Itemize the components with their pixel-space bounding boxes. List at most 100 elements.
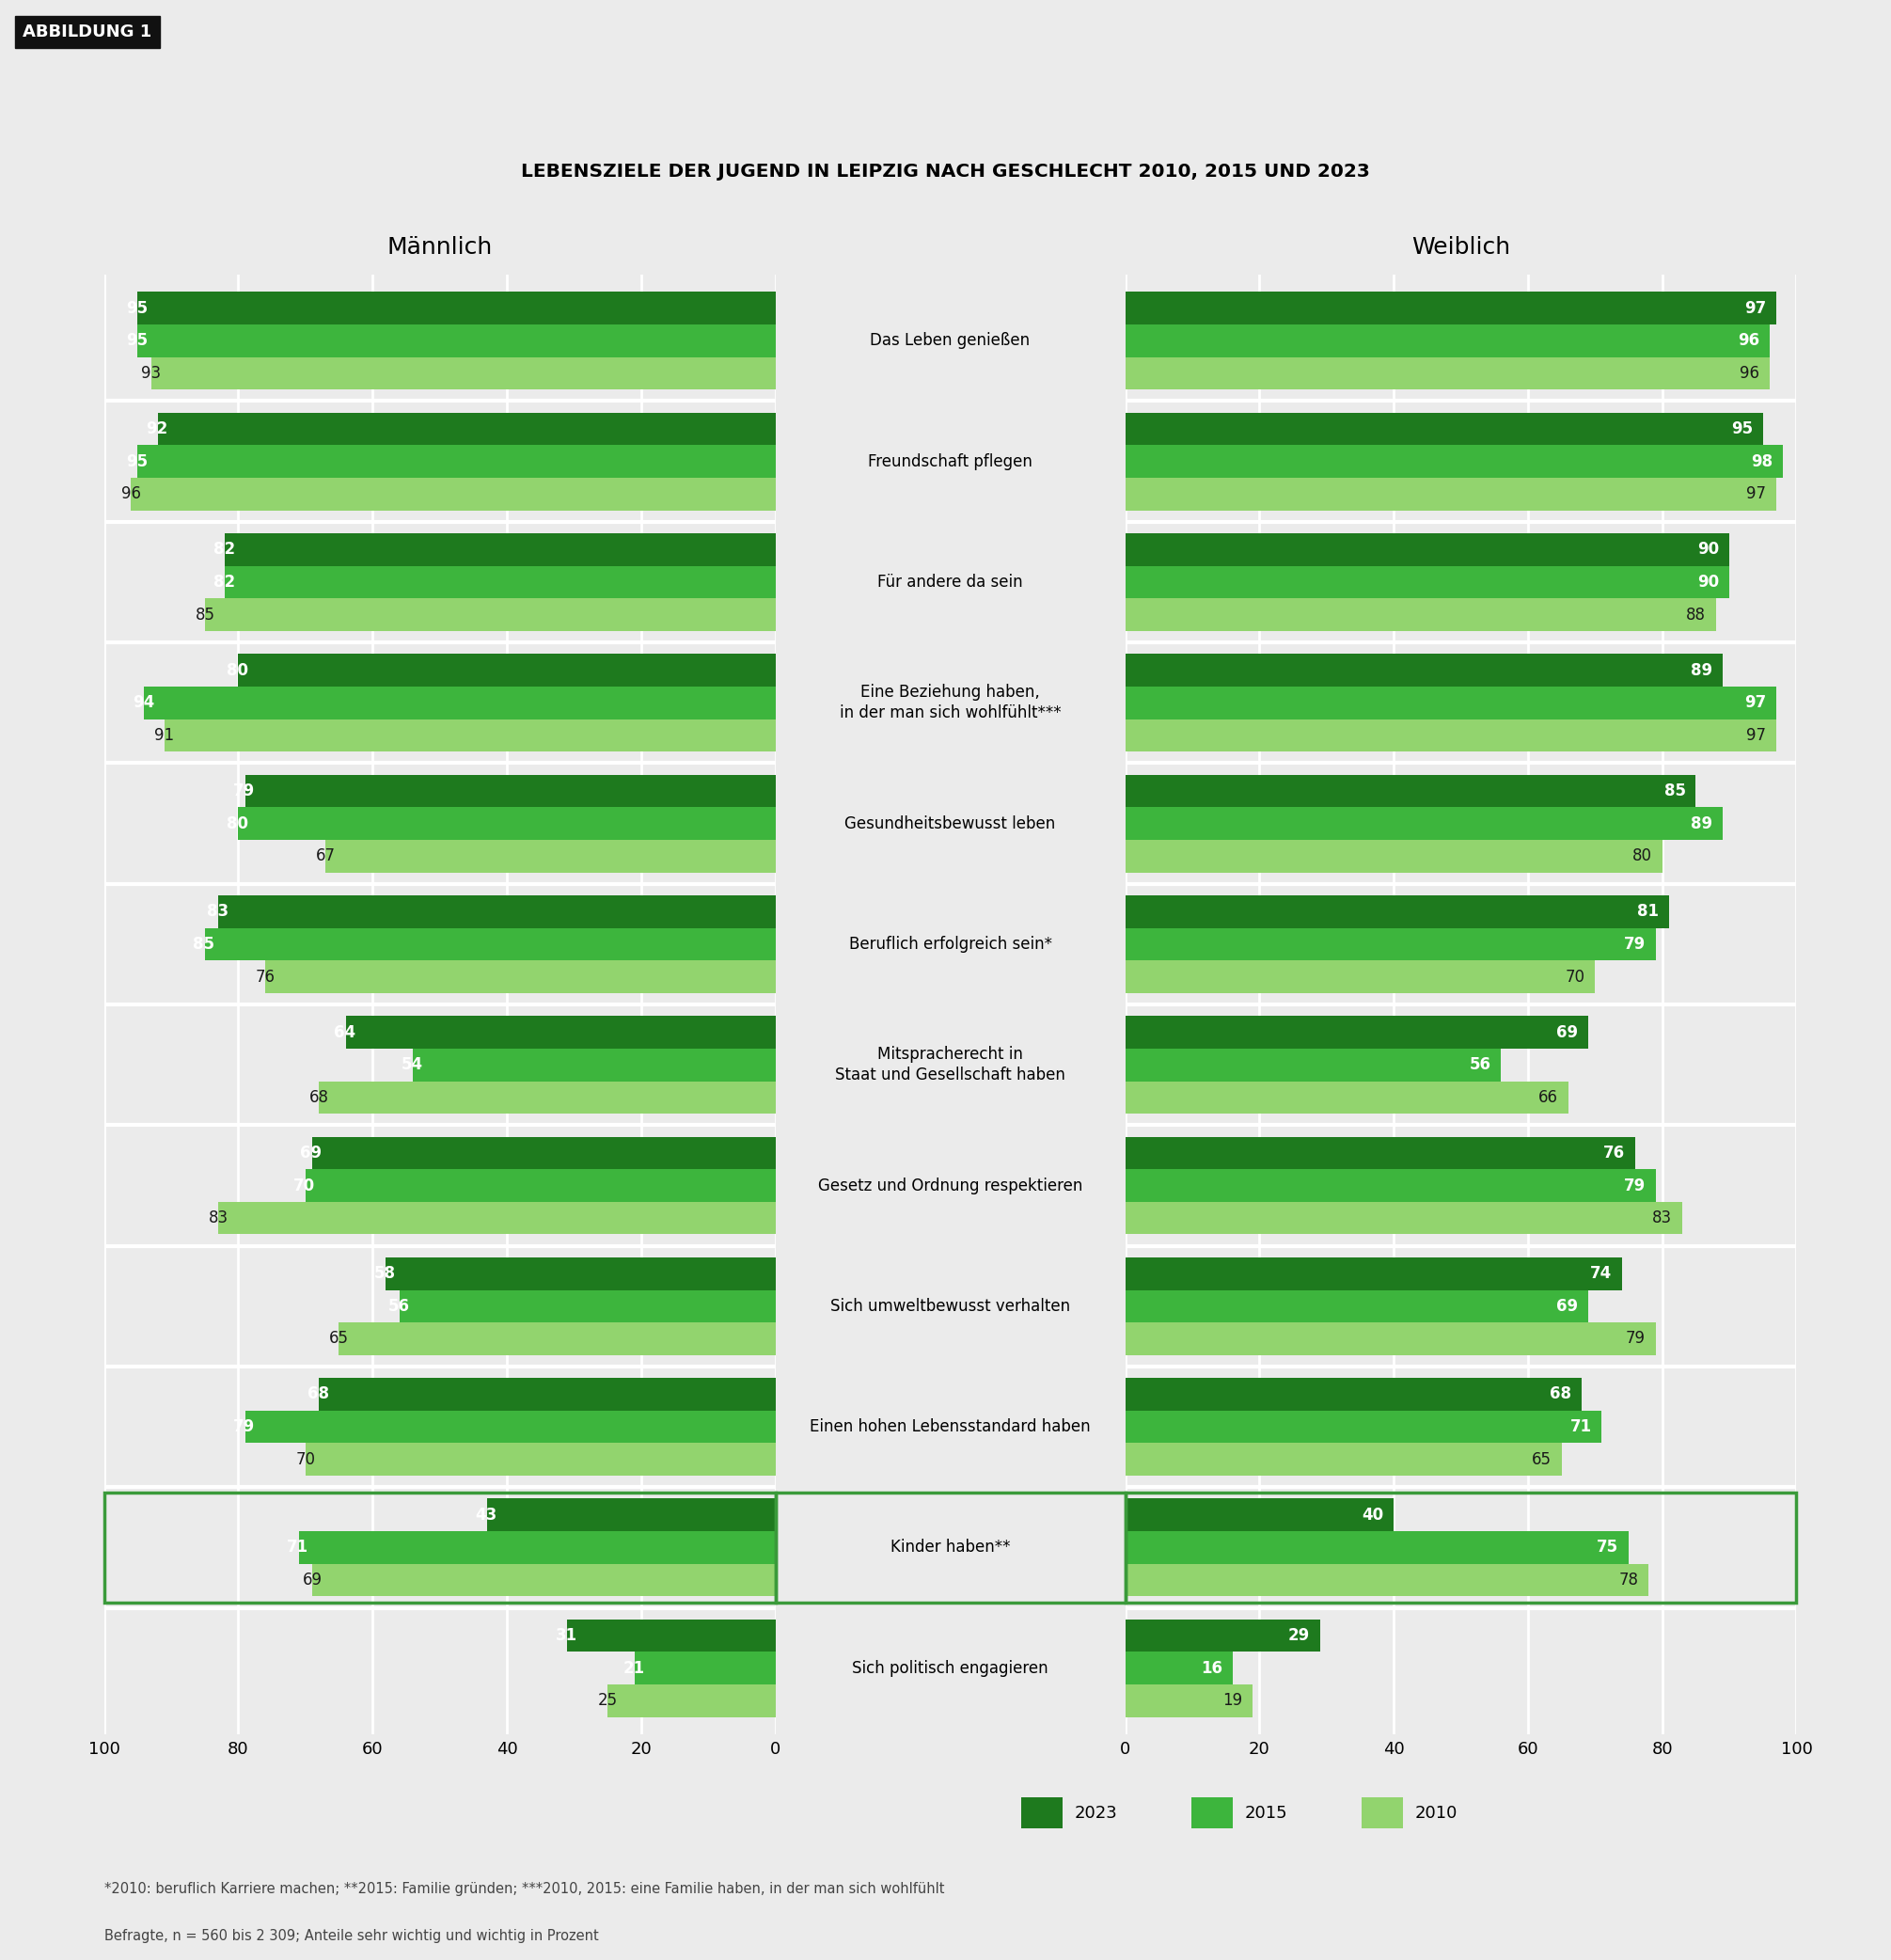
Text: Eine Beziehung haben,
in der man sich wohlfühlt***: Eine Beziehung haben, in der man sich wo… [840,684,1061,721]
Bar [1125,1256,1622,1290]
Text: 68: 68 [306,1386,329,1403]
Bar [1125,1137,1636,1170]
Bar [1125,1684,1252,1717]
Text: ABBILDUNG 1: ABBILDUNG 1 [23,24,151,41]
Text: 56: 56 [1469,1056,1490,1074]
Text: 76: 76 [1604,1145,1624,1162]
Text: Weiblich: Weiblich [1411,235,1511,259]
Text: 79: 79 [1624,1178,1645,1194]
Bar [204,598,775,631]
Text: 95: 95 [127,333,147,349]
Text: 89: 89 [1691,662,1713,678]
Text: 80: 80 [227,662,248,678]
Bar [1125,1290,1588,1323]
Text: 96: 96 [1738,333,1759,349]
Bar [104,1492,775,1603]
Text: Sich politisch engagieren: Sich politisch engagieren [853,1660,1048,1676]
Bar [607,1684,775,1717]
Text: Für andere da sein: Für andere da sein [877,574,1023,590]
Bar [138,292,775,325]
Text: 91: 91 [155,727,174,745]
Text: LEBENSZIELE DER JUGEND IN LEIPZIG NACH GESCHLECHT 2010, 2015 UND 2023: LEBENSZIELE DER JUGEND IN LEIPZIG NACH G… [522,163,1369,180]
Bar [1125,445,1783,478]
Bar [1125,960,1594,994]
Bar [1125,1378,1581,1411]
Bar [1125,412,1762,445]
Bar [1125,1323,1655,1354]
Bar [320,1378,775,1411]
Text: 90: 90 [1698,541,1719,559]
Text: Gesetz und Ordnung respektieren: Gesetz und Ordnung respektieren [819,1178,1082,1194]
Text: 97: 97 [1747,486,1766,502]
Text: 96: 96 [121,486,142,502]
Bar [1125,1443,1562,1476]
Bar [1125,719,1776,753]
Bar [338,1323,775,1354]
Text: 81: 81 [1638,904,1658,919]
Text: 74: 74 [1590,1264,1611,1282]
Text: 69: 69 [301,1145,321,1162]
Text: 92: 92 [146,419,168,437]
Bar [138,325,775,357]
Bar [204,927,775,960]
Text: 79: 79 [1624,935,1645,953]
Bar [1125,1652,1233,1684]
Text: 21: 21 [622,1660,645,1676]
Bar [399,1290,775,1323]
Text: 93: 93 [142,365,161,382]
Bar [1125,927,1655,960]
Text: 70: 70 [1566,968,1585,986]
Bar [1125,655,1723,686]
Text: 78: 78 [1619,1572,1639,1590]
Text: 97: 97 [1744,300,1766,318]
Bar [238,655,775,686]
Bar [486,1499,775,1531]
Text: 16: 16 [1201,1660,1222,1676]
Text: 95: 95 [127,453,147,470]
Text: 70: 70 [293,1178,316,1194]
Text: 71: 71 [287,1539,308,1556]
Bar [304,1170,775,1201]
Bar [320,1082,775,1113]
Text: 68: 68 [1551,1386,1571,1403]
Text: 98: 98 [1751,453,1774,470]
Text: 85: 85 [195,606,216,623]
Bar [1125,774,1696,808]
Bar [299,1531,775,1564]
Text: 69: 69 [1556,1023,1579,1041]
Text: 25: 25 [598,1691,618,1709]
Bar [165,719,775,753]
Text: 97: 97 [1747,727,1766,745]
Text: 85: 85 [193,935,216,953]
Text: 69: 69 [1556,1298,1579,1315]
Text: 89: 89 [1691,815,1713,831]
Text: 65: 65 [329,1331,350,1347]
Text: 85: 85 [1664,782,1685,800]
Bar [246,1411,775,1443]
Text: 29: 29 [1288,1627,1310,1644]
Bar [1125,1499,1394,1531]
Text: 56: 56 [388,1298,410,1315]
Bar [144,686,775,719]
Text: 80: 80 [227,815,248,831]
Text: 95: 95 [127,300,147,318]
Bar [1125,1170,1655,1201]
Bar [346,1015,775,1049]
Bar [1125,1049,1501,1082]
Bar [412,1049,775,1082]
Bar [225,533,775,566]
Text: 19: 19 [1223,1691,1242,1709]
Text: 80: 80 [1632,847,1653,864]
Text: 66: 66 [1539,1090,1558,1105]
Bar [1125,839,1662,872]
Bar [1125,1015,1588,1049]
Text: Mitspracherecht in
Staat und Gesellschaft haben: Mitspracherecht in Staat und Gesellschaf… [836,1047,1065,1084]
Bar [157,412,775,445]
Text: Beruflich erfolgreich sein*: Beruflich erfolgreich sein* [849,935,1051,953]
Text: 2023: 2023 [1074,1805,1118,1821]
Bar [304,1443,775,1476]
Text: 75: 75 [1596,1539,1619,1556]
Text: Männlich: Männlich [388,235,492,259]
Bar [265,960,775,994]
Bar [1125,357,1770,390]
